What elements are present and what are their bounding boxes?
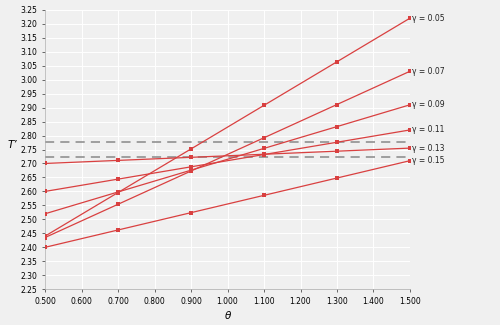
Text: γ = 0.05: γ = 0.05 — [412, 14, 444, 23]
Text: γ = 0.11: γ = 0.11 — [412, 125, 444, 135]
Text: γ = 0.15: γ = 0.15 — [412, 156, 444, 165]
Text: γ = 0.09: γ = 0.09 — [412, 100, 444, 109]
X-axis label: θ: θ — [224, 311, 230, 321]
Y-axis label: T’: T’ — [7, 139, 17, 150]
Text: γ = 0.07: γ = 0.07 — [412, 67, 444, 76]
Text: γ = 0.13: γ = 0.13 — [412, 144, 444, 153]
